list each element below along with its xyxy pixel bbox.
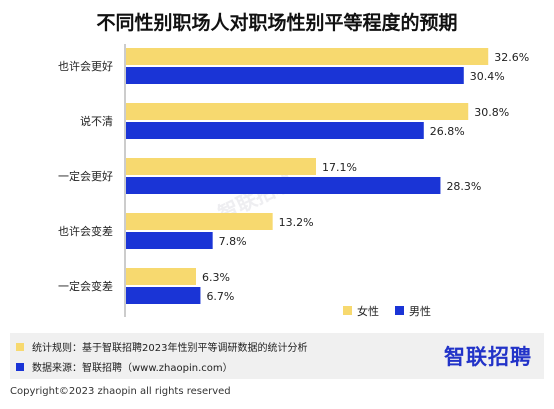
- bar-female: [126, 268, 196, 285]
- bar-chart: 也许会更好 32.6% 30.4% 说不清 30.8% 26.8% 一定会更好 17.1% 28…: [58, 44, 529, 318]
- legend-swatch: [343, 306, 352, 315]
- copyright: Copyright©2023 zhaopin all rights reserv…: [10, 386, 231, 397]
- bar-male: [126, 232, 213, 249]
- bar-female: [126, 158, 316, 175]
- legend-swatch: [395, 306, 404, 315]
- note-data-source: 数据来源：智联招聘（www.zhaopin.com）: [16, 359, 233, 374]
- category-label: 也许会更好: [58, 59, 113, 73]
- bar-female: [126, 213, 273, 230]
- note-text: 统计规则：基于智联招聘2023年性别平等调研数据的统计分析: [32, 343, 308, 354]
- data-label: 13.2%: [279, 216, 314, 229]
- legend-label: 男性: [409, 304, 431, 318]
- brand-logo: 智联招聘: [444, 345, 532, 369]
- bar-male: [126, 177, 441, 194]
- data-label: 6.7%: [206, 290, 234, 303]
- bar-male: [126, 122, 424, 139]
- chart-title: 不同性别职场人对职场性别平等程度的预期: [96, 12, 458, 34]
- note-text: 数据来源：智联招聘（www.zhaopin.com）: [32, 363, 233, 374]
- bar-male: [126, 287, 201, 304]
- category-label: 一定会更好: [58, 169, 113, 183]
- data-label: 30.8%: [474, 106, 509, 119]
- data-label: 30.4%: [470, 70, 505, 83]
- note-marker: [16, 362, 24, 371]
- bar-male: [126, 67, 464, 84]
- bar-female: [126, 103, 469, 120]
- data-label: 32.6%: [494, 51, 529, 64]
- note-stat-rule: 统计规则：基于智联招聘2023年性别平等调研数据的统计分析: [16, 339, 307, 354]
- data-label: 26.8%: [430, 125, 465, 138]
- data-label: 6.3%: [202, 271, 230, 284]
- legend-label: 女性: [357, 304, 379, 318]
- category-label: 一定会变差: [58, 279, 113, 293]
- data-label: 17.1%: [322, 161, 357, 174]
- data-label: 28.3%: [446, 180, 481, 193]
- footer-notes-panel: [10, 333, 544, 379]
- data-label: 7.8%: [219, 235, 247, 248]
- category-label: 说不清: [80, 114, 113, 128]
- note-marker: [16, 342, 24, 351]
- category-label: 也许会变差: [58, 224, 113, 238]
- bar-female: [126, 48, 489, 65]
